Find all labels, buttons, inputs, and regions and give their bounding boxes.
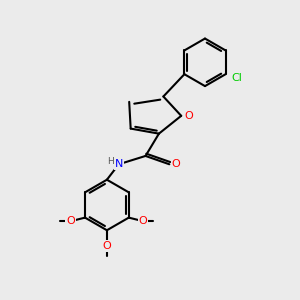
Text: Cl: Cl: [231, 73, 242, 83]
Text: N: N: [115, 159, 123, 169]
Text: O: O: [184, 111, 193, 121]
Text: H: H: [107, 158, 114, 166]
Text: O: O: [139, 216, 147, 226]
Text: O: O: [172, 159, 180, 169]
Text: O: O: [103, 241, 111, 251]
Text: O: O: [66, 216, 75, 226]
